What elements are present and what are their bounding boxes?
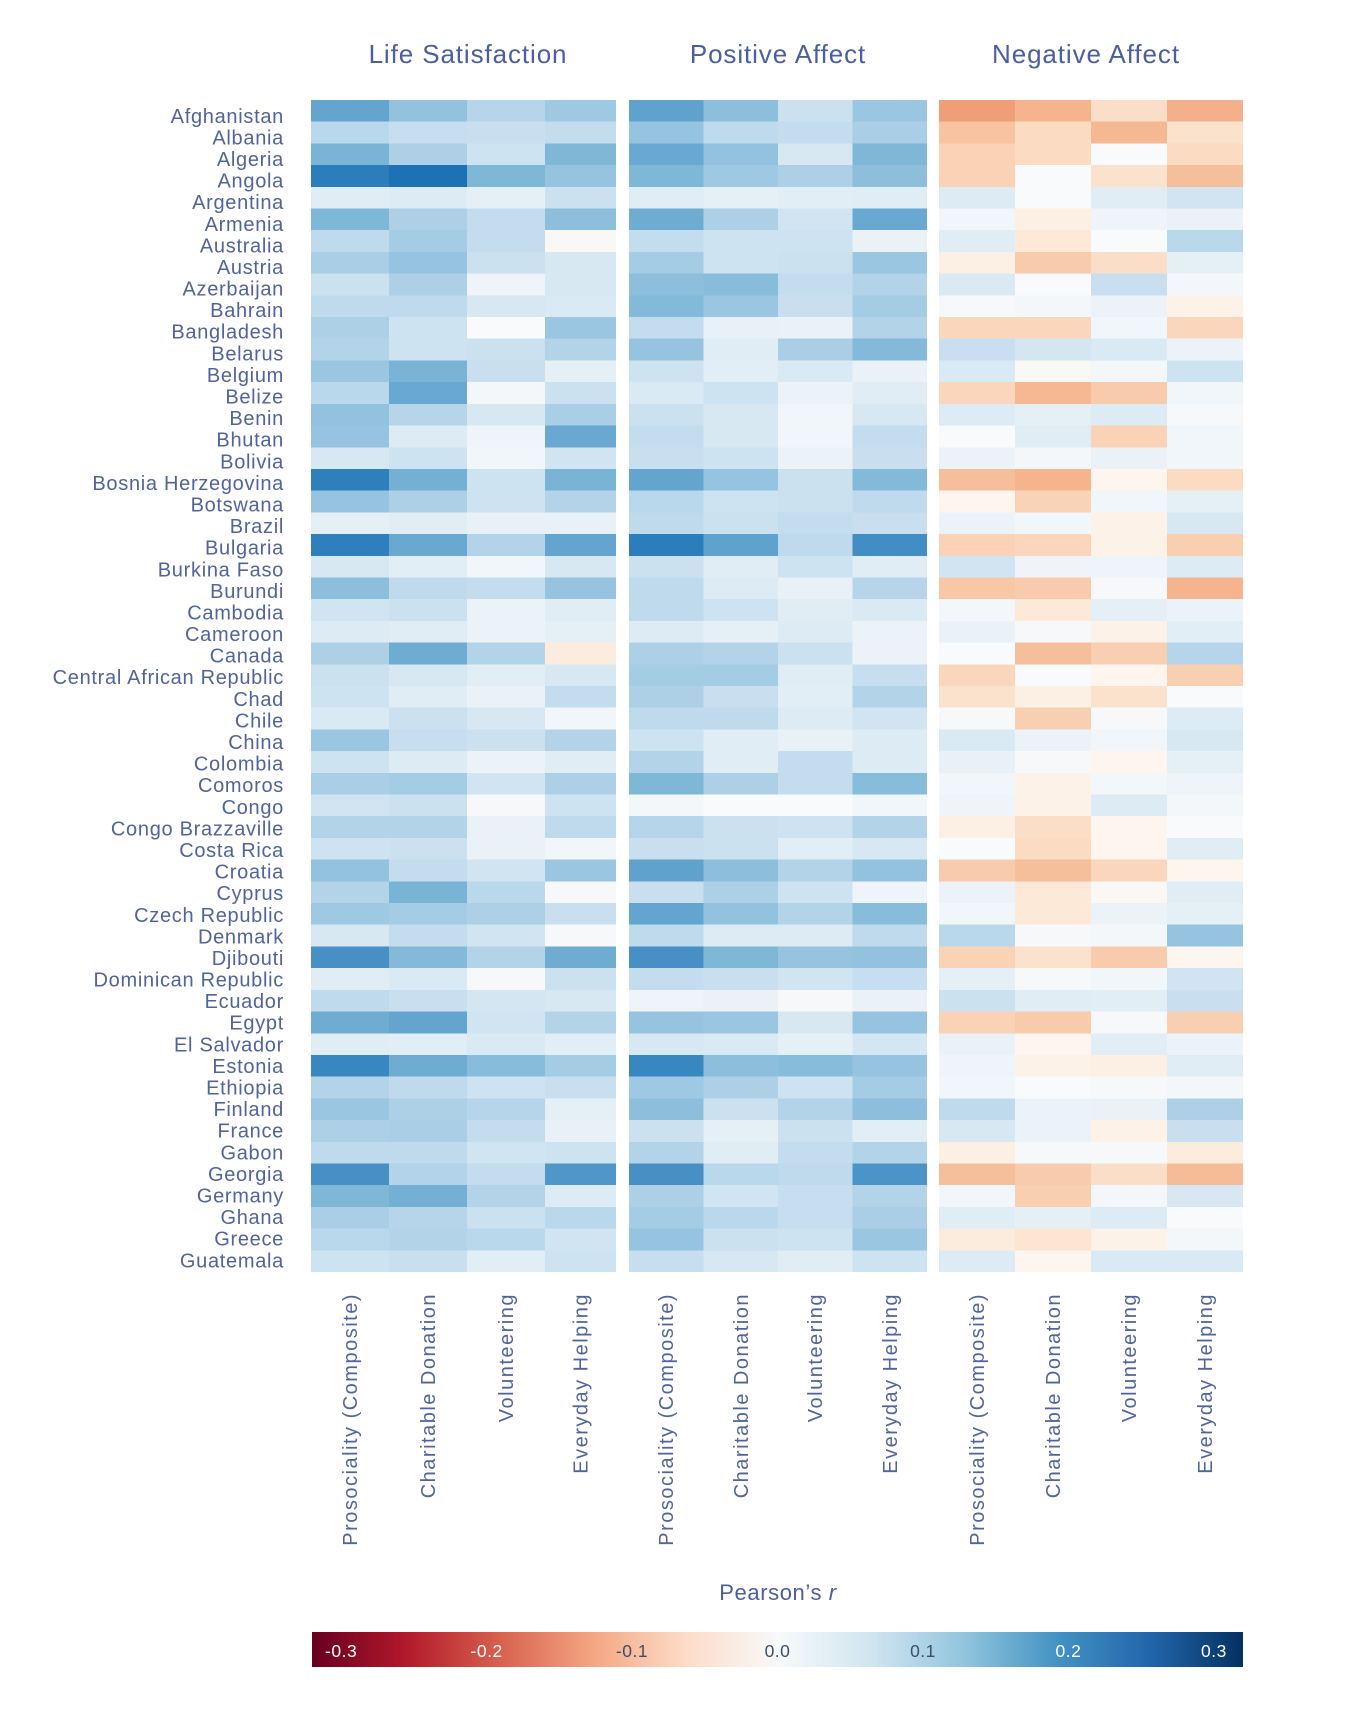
svg-text:Prosociality (Composite): Prosociality (Composite): [967, 1293, 989, 1546]
svg-text:Pearson’s r: Pearson’s r: [719, 1580, 838, 1605]
svg-text:Germany: Germany: [197, 1186, 284, 1208]
svg-text:Cyprus: Cyprus: [216, 883, 284, 905]
svg-text:Prosociality (Composite): Prosociality (Composite): [340, 1293, 362, 1546]
svg-text:0.0: 0.0: [765, 1641, 791, 1661]
svg-text:Argentina: Argentina: [192, 192, 284, 214]
svg-text:Guatemala: Guatemala: [180, 1250, 284, 1272]
svg-text:Botswana: Botswana: [191, 495, 285, 517]
svg-text:Cameroon: Cameroon: [185, 624, 284, 646]
svg-text:Positive Affect: Positive Affect: [690, 39, 866, 69]
svg-text:Azerbaijan: Azerbaijan: [182, 279, 284, 301]
svg-text:-0.1: -0.1: [616, 1641, 648, 1661]
svg-text:Burundi: Burundi: [210, 581, 284, 603]
svg-text:Chad: Chad: [233, 689, 284, 711]
svg-text:Burkina Faso: Burkina Faso: [158, 559, 284, 581]
svg-text:Georgia: Georgia: [208, 1164, 284, 1186]
svg-text:Egypt: Egypt: [229, 1013, 284, 1035]
svg-text:El Salvador: El Salvador: [174, 1034, 284, 1056]
svg-text:-0.3: -0.3: [325, 1641, 357, 1661]
svg-text:Greece: Greece: [214, 1229, 284, 1251]
svg-text:Congo: Congo: [222, 797, 284, 819]
svg-text:Denmark: Denmark: [198, 926, 284, 948]
svg-text:Australia: Australia: [200, 235, 284, 257]
svg-text:Bolivia: Bolivia: [220, 451, 284, 473]
svg-text:Albania: Albania: [212, 127, 284, 149]
svg-text:Finland: Finland: [214, 1099, 285, 1121]
svg-text:-0.2: -0.2: [471, 1641, 503, 1661]
svg-text:Benin: Benin: [229, 408, 284, 430]
svg-text:Charitable Donation: Charitable Donation: [731, 1293, 753, 1498]
svg-text:Gabon: Gabon: [220, 1142, 284, 1164]
svg-text:Bhutan: Bhutan: [216, 430, 284, 452]
svg-text:China: China: [228, 732, 284, 754]
svg-text:Bosnia Herzegovina: Bosnia Herzegovina: [92, 473, 284, 495]
svg-text:Estonia: Estonia: [212, 1056, 284, 1078]
svg-text:Charitable Donation: Charitable Donation: [1043, 1293, 1065, 1498]
svg-text:Cambodia: Cambodia: [187, 603, 284, 625]
svg-text:Everyday Helping: Everyday Helping: [1195, 1293, 1217, 1474]
svg-text:0.3: 0.3: [1201, 1641, 1227, 1661]
svg-text:Brazil: Brazil: [230, 516, 284, 538]
svg-text:Djibouti: Djibouti: [212, 948, 284, 970]
svg-text:Colombia: Colombia: [194, 754, 284, 776]
svg-text:Everyday Helping: Everyday Helping: [571, 1293, 593, 1474]
svg-text:Belarus: Belarus: [211, 343, 284, 365]
svg-text:Afghanistan: Afghanistan: [171, 106, 284, 128]
svg-text:0.1: 0.1: [910, 1641, 936, 1661]
svg-text:Bahrain: Bahrain: [210, 300, 284, 322]
svg-text:Bulgaria: Bulgaria: [205, 538, 284, 560]
svg-text:Costa Rica: Costa Rica: [179, 840, 284, 862]
svg-text:France: France: [218, 1121, 284, 1143]
svg-text:Volunteering: Volunteering: [496, 1293, 518, 1422]
svg-text:Congo Brazzaville: Congo Brazzaville: [111, 818, 284, 840]
svg-text:Ghana: Ghana: [220, 1207, 284, 1229]
svg-text:Everyday Helping: Everyday Helping: [880, 1293, 902, 1474]
svg-text:Bangladesh: Bangladesh: [171, 322, 284, 344]
svg-text:Chile: Chile: [235, 710, 284, 732]
svg-text:Life Satisfaction: Life Satisfaction: [369, 39, 568, 69]
svg-text:Volunteering: Volunteering: [805, 1293, 827, 1422]
svg-text:Czech Republic: Czech Republic: [134, 905, 284, 927]
svg-text:Angola: Angola: [218, 171, 285, 193]
svg-text:Negative Affect: Negative Affect: [992, 39, 1180, 69]
svg-text:Canada: Canada: [210, 646, 284, 668]
svg-text:Charitable Donation: Charitable Donation: [418, 1293, 440, 1498]
svg-text:Ecuador: Ecuador: [205, 991, 284, 1013]
svg-text:Central African Republic: Central African Republic: [53, 667, 284, 689]
svg-text:Croatia: Croatia: [215, 862, 285, 884]
svg-text:Comoros: Comoros: [198, 775, 284, 797]
svg-text:Belgium: Belgium: [207, 365, 284, 387]
svg-text:Prosociality (Composite): Prosociality (Composite): [656, 1293, 678, 1546]
svg-text:0.2: 0.2: [1055, 1641, 1081, 1661]
svg-text:Volunteering: Volunteering: [1119, 1293, 1141, 1422]
svg-text:Belize: Belize: [225, 387, 284, 409]
svg-text:Dominican Republic: Dominican Republic: [94, 970, 284, 992]
svg-text:Austria: Austria: [217, 257, 284, 279]
svg-text:Algeria: Algeria: [217, 149, 284, 171]
svg-text:Armenia: Armenia: [205, 214, 285, 236]
svg-text:Ethiopia: Ethiopia: [206, 1078, 284, 1100]
